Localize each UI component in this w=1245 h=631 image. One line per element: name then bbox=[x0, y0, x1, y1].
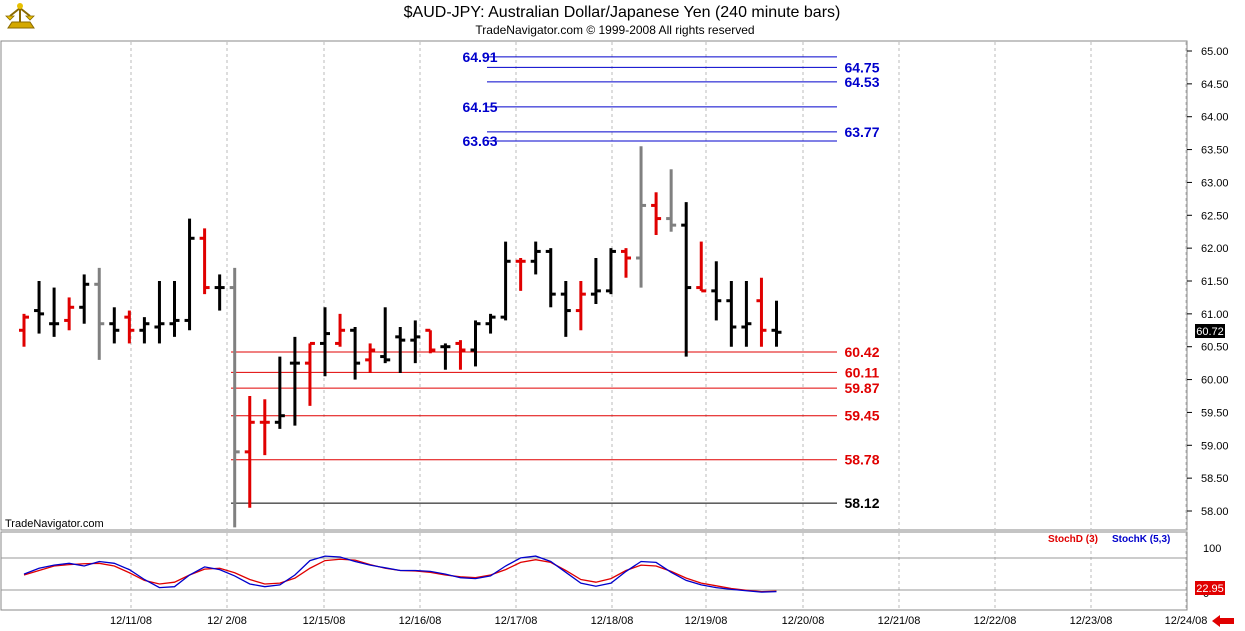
x-grid bbox=[130, 42, 1187, 609]
watermark: TradeNavigator.com bbox=[5, 518, 104, 530]
y-tick-label: 61.00 bbox=[1201, 309, 1229, 321]
y-tick-label: 58.00 bbox=[1201, 506, 1229, 518]
stoch-panel bbox=[0, 531, 1188, 611]
y-tick-label: 60.00 bbox=[1201, 375, 1229, 387]
y-tick-label: 63.50 bbox=[1201, 145, 1229, 157]
level-label: 64.15 bbox=[462, 99, 497, 115]
level-label: 60.42 bbox=[844, 344, 879, 360]
y-tick-label: 64.00 bbox=[1201, 112, 1229, 124]
last-price-badge bbox=[1195, 324, 1225, 338]
last-stoch-badge bbox=[1195, 581, 1225, 595]
x-tick-label: 12/21/08 bbox=[878, 615, 921, 627]
level-label: 63.77 bbox=[844, 124, 879, 140]
x-tick-label: 12/15/08 bbox=[303, 615, 346, 627]
stoch-k-line bbox=[23, 555, 777, 593]
price-bars bbox=[19, 146, 782, 528]
y-axis-ticks: 65.00 64.50 64.00 63.50 63.00 62.50 62.00 61.50… bbox=[1187, 46, 1229, 600]
x-tick-label: 12/22/08 bbox=[974, 615, 1017, 627]
icon-logo bbox=[5, 3, 35, 29]
x-tick-label: 12/ 2/08 bbox=[207, 615, 247, 627]
x-tick-label: 12/24/08 bbox=[1165, 615, 1208, 627]
chart-title: $AUD-JPY: Australian Dollar/Japanese Yen… bbox=[404, 4, 841, 21]
stoch-tick-label: 100 bbox=[1203, 543, 1221, 555]
y-tick-label: 60.50 bbox=[1201, 342, 1229, 354]
y-tick-label: 59.50 bbox=[1201, 407, 1229, 419]
last-stoch-label: 22.95 bbox=[1196, 583, 1224, 595]
legend-stoch-k: StochK (5,3) bbox=[1112, 534, 1170, 545]
level-label: 58.12 bbox=[844, 495, 879, 511]
y-tick-label: 62.00 bbox=[1201, 243, 1229, 255]
level-label: 58.78 bbox=[844, 452, 879, 468]
y-tick-label: 64.50 bbox=[1201, 79, 1229, 91]
x-tick-label: 12/20/08 bbox=[782, 615, 825, 627]
y-tick-label: 62.50 bbox=[1201, 210, 1229, 222]
x-axis-ticks: 12/11/08 12/ 2/08 12/15/08 12/16/08 12/17/08… bbox=[110, 615, 1207, 627]
price-panel bbox=[0, 40, 1188, 531]
x-tick-label: 12/19/08 bbox=[685, 615, 728, 627]
y-grid bbox=[1, 557, 1187, 591]
level-label: 64.75 bbox=[844, 59, 879, 75]
x-tick-label: 12/17/08 bbox=[495, 615, 538, 627]
x-tick-label: 12/18/08 bbox=[591, 615, 634, 627]
x-tick-label: 12/23/08 bbox=[1070, 615, 1113, 627]
y-tick-label: 65.00 bbox=[1201, 46, 1229, 58]
level-label: 64.91 bbox=[462, 49, 497, 65]
level-label: 59.45 bbox=[844, 408, 879, 424]
x-tick-label: 12/11/08 bbox=[110, 615, 152, 627]
stoch-d-line bbox=[23, 558, 777, 593]
y-tick-label: 58.50 bbox=[1201, 473, 1229, 485]
x-tick-label: 12/16/08 bbox=[399, 615, 442, 627]
level-label: 59.87 bbox=[844, 380, 879, 396]
y-tick-label: 63.00 bbox=[1201, 177, 1229, 189]
stochastic-lines bbox=[23, 555, 777, 593]
legend-stoch-d: StochD (3) bbox=[1048, 534, 1098, 545]
level-label: 63.63 bbox=[462, 133, 497, 149]
level-label: 60.11 bbox=[845, 364, 879, 380]
y-tick-label: 59.00 bbox=[1201, 440, 1229, 452]
last-price-label: 60.72 bbox=[1196, 326, 1224, 338]
scroll-arrow-icon[interactable] bbox=[1209, 614, 1235, 628]
chart-subtitle: TradeNavigator.com © 1999-2008 All right… bbox=[475, 23, 754, 37]
y-tick-label: 61.50 bbox=[1201, 276, 1229, 288]
level-label: 64.53 bbox=[844, 74, 879, 90]
